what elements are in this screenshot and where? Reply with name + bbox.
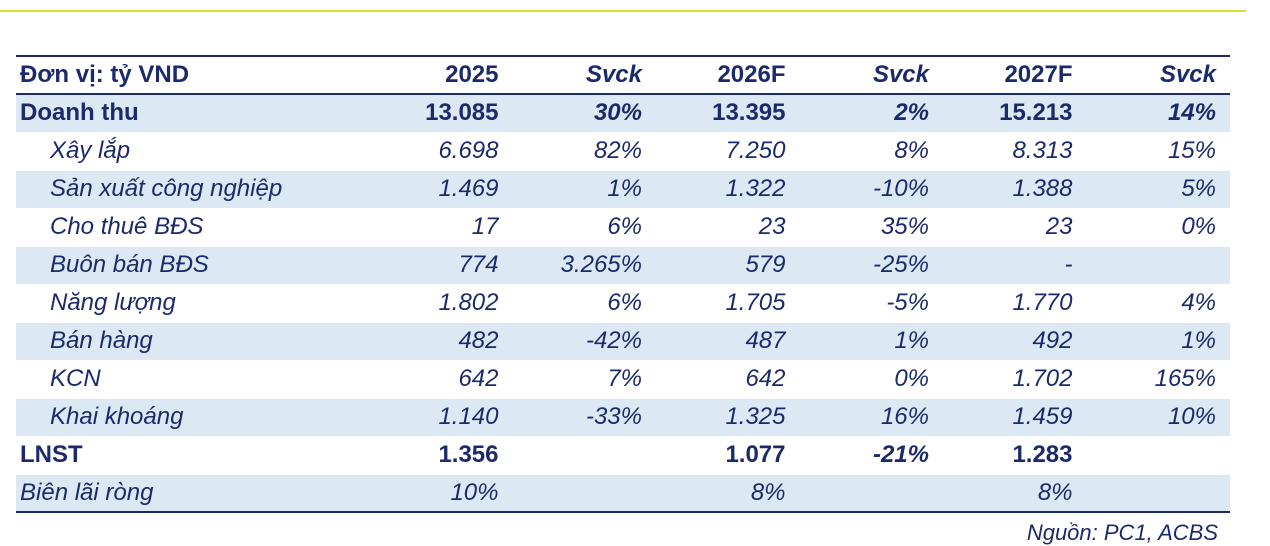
growth-2025: 30% [512, 94, 656, 133]
table-row-san-xuat-cong-nghiep: Sản xuất công nghiệp 1.469 1% 1.322 -10%… [16, 170, 1230, 209]
value-2026: 1.325 [656, 398, 800, 437]
value-2026: 13.395 [656, 94, 800, 133]
header-svck-2026: Svck [799, 55, 943, 95]
value-2027: 492 [943, 322, 1087, 361]
value-2025: 1.356 [369, 436, 513, 475]
growth-2025 [512, 474, 656, 513]
growth-2027 [1086, 474, 1230, 513]
growth-2026: 1% [799, 322, 943, 361]
growth-2025: 6% [512, 208, 656, 247]
growth-2026: 2% [799, 94, 943, 133]
growth-2027: 165% [1086, 360, 1230, 399]
value-2026: 642 [656, 360, 800, 399]
growth-2027: 4% [1086, 284, 1230, 323]
header-unit: Đơn vị: tỷ VND [16, 55, 369, 95]
value-2027: 1.388 [943, 170, 1087, 209]
row-label: Biên lãi ròng [16, 474, 369, 513]
value-2025: 1.469 [369, 170, 513, 209]
value-2026: 487 [656, 322, 800, 361]
table-row-doanh-thu: Doanh thu 13.085 30% 13.395 2% 15.213 14… [16, 94, 1230, 133]
value-2027: 23 [943, 208, 1087, 247]
value-2025: 10% [369, 474, 513, 513]
growth-2025: -33% [512, 398, 656, 437]
value-2027: 15.213 [943, 94, 1087, 133]
value-2025: 1.140 [369, 398, 513, 437]
growth-2026: -25% [799, 246, 943, 285]
value-2026: 7.250 [656, 132, 800, 171]
header-2026f: 2026F [656, 55, 800, 95]
value-2026: 23 [656, 208, 800, 247]
value-2027: 8.313 [943, 132, 1087, 171]
row-label: Xây lắp [16, 132, 369, 171]
table-row-khai-khoang: Khai khoáng 1.140 -33% 1.325 16% 1.459 1… [16, 398, 1230, 437]
source-note: Nguồn: PC1, ACBS [1026, 520, 1218, 545]
value-2027: - [943, 246, 1087, 285]
value-2027: 8% [943, 474, 1087, 513]
growth-2026: 35% [799, 208, 943, 247]
growth-2027 [1086, 436, 1230, 475]
growth-2027: 1% [1086, 322, 1230, 361]
growth-2026: -10% [799, 170, 943, 209]
growth-2025: 6% [512, 284, 656, 323]
header-2025: 2025 [369, 55, 513, 95]
financial-forecast-table: Đơn vị: tỷ VND 2025 Svck 2026F Svck 2027… [16, 55, 1230, 513]
row-label: LNST [16, 436, 369, 475]
growth-2026: -21% [799, 436, 943, 475]
header-svck-2025: Svck [512, 55, 656, 95]
table-row-bien-lai-rong: Biên lãi ròng 10% 8% 8% [16, 474, 1230, 513]
value-2025: 482 [369, 322, 513, 361]
growth-2025: 3.265% [512, 246, 656, 285]
value-2026: 1.077 [656, 436, 800, 475]
growth-2027: 14% [1086, 94, 1230, 133]
row-label: Cho thuê BĐS [16, 208, 369, 247]
growth-2027: 0% [1086, 208, 1230, 247]
growth-2026: 8% [799, 132, 943, 171]
growth-2026: 0% [799, 360, 943, 399]
table-row-ban-hang: Bán hàng 482 -42% 487 1% 492 1% [16, 322, 1230, 361]
row-label: Doanh thu [16, 94, 369, 133]
table-row-buon-ban-bds: Buôn bán BĐS 774 3.265% 579 -25% - [16, 246, 1230, 285]
value-2025: 774 [369, 246, 513, 285]
growth-2027: 15% [1086, 132, 1230, 171]
table-row-kcn: KCN 642 7% 642 0% 1.702 165% [16, 360, 1230, 399]
row-label: Sản xuất công nghiệp [16, 170, 369, 209]
row-label: KCN [16, 360, 369, 399]
growth-2025: 7% [512, 360, 656, 399]
header-svck-2027: Svck [1086, 55, 1230, 95]
growth-2026 [799, 474, 943, 513]
growth-2025: 1% [512, 170, 656, 209]
row-label: Khai khoáng [16, 398, 369, 437]
value-2027: 1.702 [943, 360, 1087, 399]
value-2025: 13.085 [369, 94, 513, 133]
growth-2025 [512, 436, 656, 475]
table-header-row: Đơn vị: tỷ VND 2025 Svck 2026F Svck 2027… [16, 55, 1230, 95]
value-2026: 8% [656, 474, 800, 513]
growth-2027 [1086, 246, 1230, 285]
value-2025: 6.698 [369, 132, 513, 171]
value-2025: 17 [369, 208, 513, 247]
row-label: Buôn bán BĐS [16, 246, 369, 285]
value-2025: 1.802 [369, 284, 513, 323]
top-accent-rule [0, 10, 1246, 12]
value-2025: 642 [369, 360, 513, 399]
value-2026: 579 [656, 246, 800, 285]
table-row-xay-lap: Xây lắp 6.698 82% 7.250 8% 8.313 15% [16, 132, 1230, 171]
value-2027: 1.770 [943, 284, 1087, 323]
value-2027: 1.459 [943, 398, 1087, 437]
growth-2025: 82% [512, 132, 656, 171]
value-2027: 1.283 [943, 436, 1087, 475]
value-2026: 1.705 [656, 284, 800, 323]
growth-2026: 16% [799, 398, 943, 437]
growth-2026: -5% [799, 284, 943, 323]
value-2026: 1.322 [656, 170, 800, 209]
growth-2025: -42% [512, 322, 656, 361]
table-row-cho-thue-bds: Cho thuê BĐS 17 6% 23 35% 23 0% [16, 208, 1230, 247]
row-label: Bán hàng [16, 322, 369, 361]
row-label: Năng lượng [16, 284, 369, 323]
table-row-lnst: LNST 1.356 1.077 -21% 1.283 [16, 436, 1230, 475]
table-row-nang-luong: Năng lượng 1.802 6% 1.705 -5% 1.770 4% [16, 284, 1230, 323]
header-2027f: 2027F [943, 55, 1087, 95]
growth-2027: 10% [1086, 398, 1230, 437]
growth-2027: 5% [1086, 170, 1230, 209]
